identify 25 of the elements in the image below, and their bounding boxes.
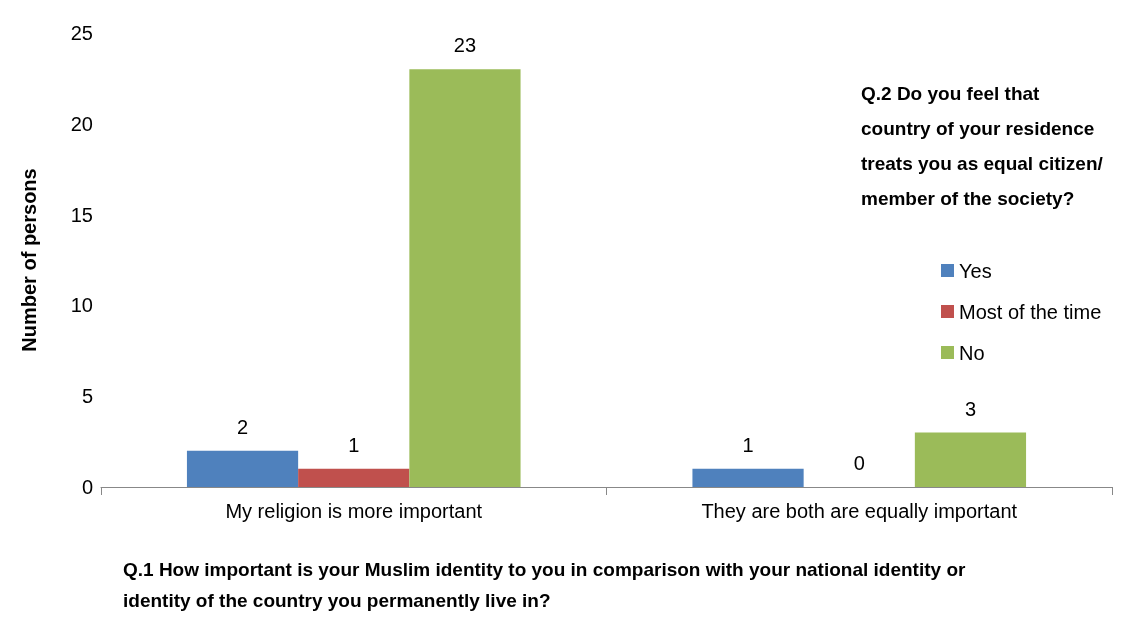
bar	[298, 468, 410, 487]
bar	[914, 432, 1027, 487]
legend-title: Q.2 Do you feel that country of your residence treats you as equal citizen/member of the society?	[861, 83, 1104, 209]
y-tick-label: 10	[70, 294, 93, 317]
legend-label: Most of the time	[959, 300, 1102, 323]
bar	[692, 468, 804, 487]
y-tick-label: 5	[81, 385, 93, 408]
data-label: 0	[853, 452, 865, 474]
y-tick-label: 20	[70, 112, 93, 135]
x-tick-label: My religion is more important	[225, 500, 483, 522]
bar	[186, 450, 299, 487]
x-tick-label: They are both are equally important	[701, 500, 1018, 522]
legend-label: No	[959, 341, 985, 364]
data-label: 1	[348, 433, 360, 456]
data-label: 2	[236, 415, 249, 438]
bar	[409, 69, 521, 487]
y-axis-title: Number of persons	[18, 168, 40, 352]
data-label: 23	[453, 34, 477, 57]
legend-label: Yes	[959, 259, 992, 282]
y-tick-label: 15	[70, 203, 93, 226]
data-label: 3	[964, 397, 977, 420]
y-tick-label: 0	[81, 476, 93, 498]
data-label: 1	[742, 433, 754, 456]
y-tick-label: 25	[70, 22, 93, 44]
x-axis-title: Q.1 How important is your Muslim identity to you in comparison with your national identity or identity of the country you permanently live in?	[123, 559, 971, 611]
